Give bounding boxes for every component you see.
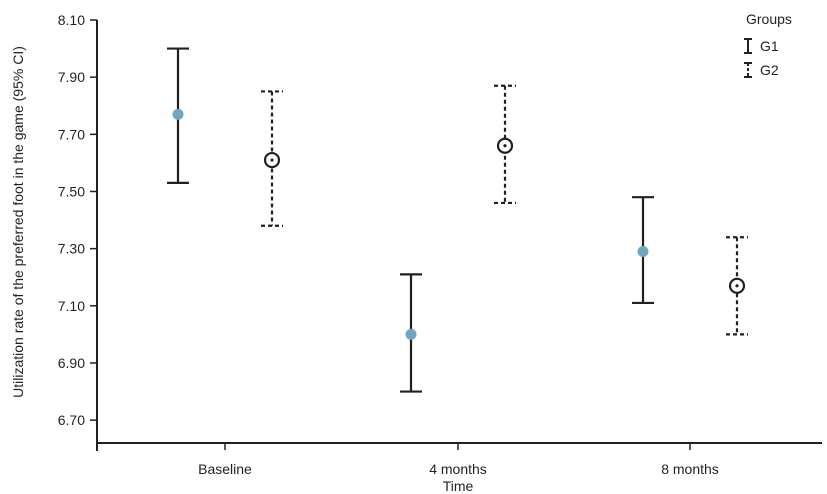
x-tick-label: Baseline xyxy=(198,461,252,477)
x-tick-label: 8 months xyxy=(661,461,719,477)
errorbar-g1-0 xyxy=(167,47,189,185)
y-tick-label: 7.30 xyxy=(58,241,85,257)
y-axis-ticks: 8.10 7.90 7.70 7.50 7.30 7.10 6.90 6.70 xyxy=(58,12,97,428)
axes xyxy=(96,20,822,451)
y-tick-label: 7.90 xyxy=(58,69,85,85)
legend-label: G1 xyxy=(760,38,779,54)
legend-label: G2 xyxy=(760,62,779,78)
legend-item-g1: G1 xyxy=(744,38,779,54)
y-tick-label: 6.70 xyxy=(58,412,85,428)
mean-point xyxy=(637,246,649,258)
y-tick-label: 8.10 xyxy=(58,12,85,28)
errorbar-g1-1 xyxy=(400,273,422,393)
mean-point xyxy=(405,328,417,340)
mean-point xyxy=(172,108,184,120)
y-tick-label: 7.10 xyxy=(58,298,85,314)
x-axis-title: Time xyxy=(443,478,474,494)
legend: Groups G1 G2 xyxy=(744,11,792,78)
mean-point-center xyxy=(735,284,739,288)
y-axis-title: Utilization rate of the preferred foot i… xyxy=(10,46,26,398)
errorbar-g2-1 xyxy=(494,84,516,205)
legend-item-g2: G2 xyxy=(744,62,779,78)
x-tick-label: 4 months xyxy=(429,461,487,477)
y-tick-label: 6.90 xyxy=(58,355,85,371)
legend-title: Groups xyxy=(746,11,792,27)
mean-point-center xyxy=(503,144,507,148)
errorbar-g2-2 xyxy=(726,236,748,336)
x-axis-ticks: Baseline 4 months 8 months xyxy=(198,443,719,477)
errorbar-g2-0 xyxy=(261,90,283,227)
chart-marks xyxy=(167,47,748,393)
mean-point-center xyxy=(270,158,274,162)
y-tick-label: 7.70 xyxy=(58,126,85,142)
y-tick-label: 7.50 xyxy=(58,183,85,199)
errorbar-g1-2 xyxy=(632,196,654,305)
